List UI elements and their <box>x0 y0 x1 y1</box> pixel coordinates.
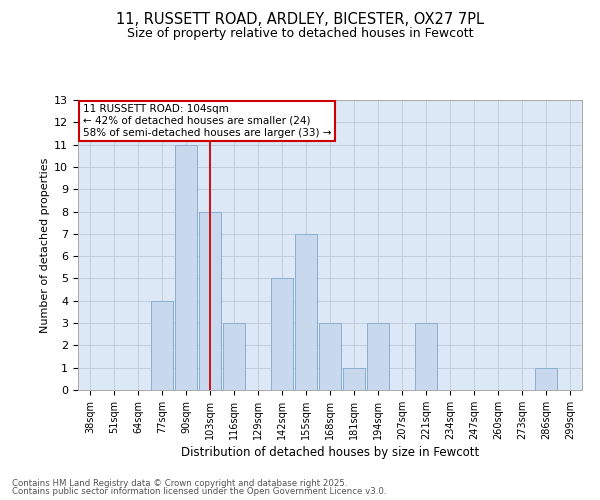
Bar <box>151 301 173 390</box>
Bar <box>175 144 197 390</box>
Bar <box>295 234 317 390</box>
Bar <box>199 212 221 390</box>
Bar <box>415 323 437 390</box>
Text: 11, RUSSETT ROAD, ARDLEY, BICESTER, OX27 7PL: 11, RUSSETT ROAD, ARDLEY, BICESTER, OX27… <box>116 12 484 28</box>
Bar <box>271 278 293 390</box>
Bar <box>343 368 365 390</box>
Bar <box>367 323 389 390</box>
Text: 11 RUSSETT ROAD: 104sqm
← 42% of detached houses are smaller (24)
58% of semi-de: 11 RUSSETT ROAD: 104sqm ← 42% of detache… <box>83 104 332 138</box>
Y-axis label: Number of detached properties: Number of detached properties <box>40 158 50 332</box>
X-axis label: Distribution of detached houses by size in Fewcott: Distribution of detached houses by size … <box>181 446 479 459</box>
Text: Size of property relative to detached houses in Fewcott: Size of property relative to detached ho… <box>127 28 473 40</box>
Bar <box>535 368 557 390</box>
Bar <box>223 323 245 390</box>
Bar <box>319 323 341 390</box>
Text: Contains HM Land Registry data © Crown copyright and database right 2025.: Contains HM Land Registry data © Crown c… <box>12 478 347 488</box>
Text: Contains public sector information licensed under the Open Government Licence v3: Contains public sector information licen… <box>12 487 386 496</box>
